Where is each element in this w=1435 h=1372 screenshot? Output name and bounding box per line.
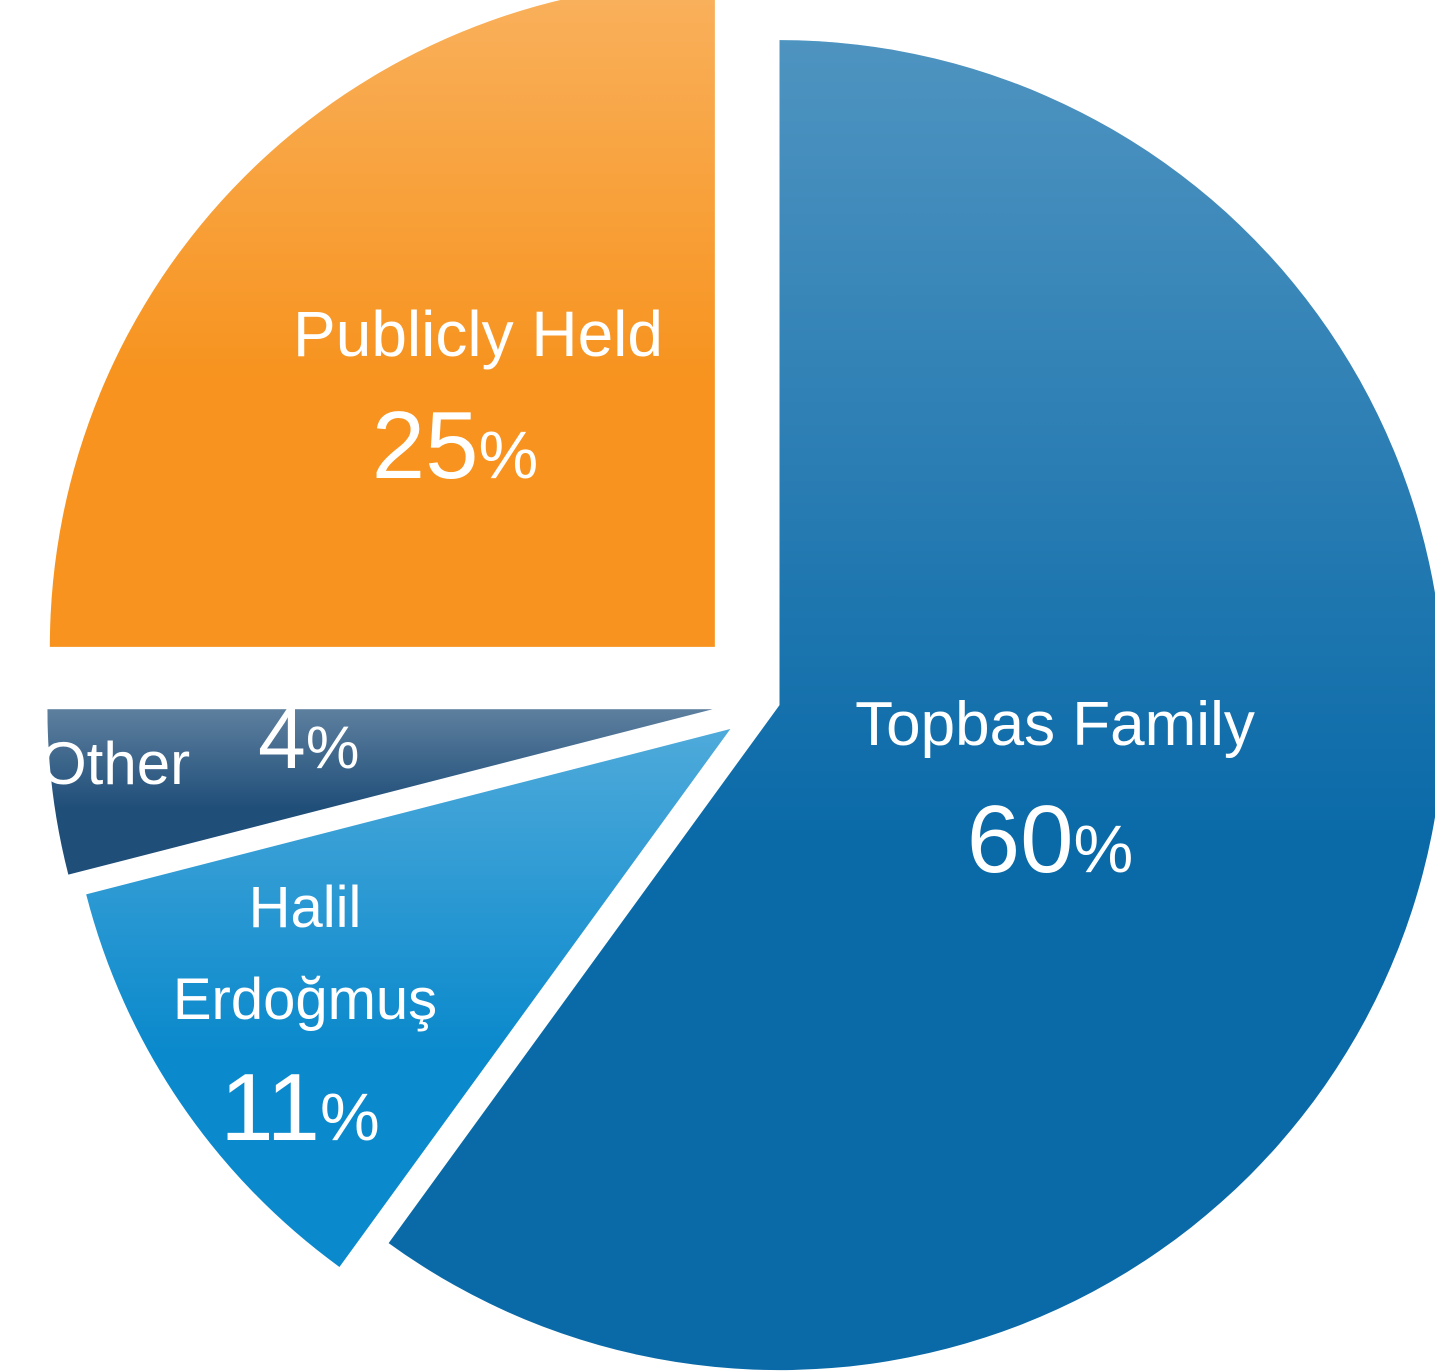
value-number: 25	[371, 392, 479, 499]
slice-label: Halil Erdoğmuş	[172, 875, 438, 1032]
value-unit: %	[478, 418, 539, 493]
value-number: 11	[220, 1054, 320, 1161]
value-number: 60	[966, 786, 1074, 893]
value-number: 4	[258, 691, 306, 787]
value-unit: %	[319, 1080, 380, 1155]
value-unit: %	[1073, 812, 1134, 887]
slice-value-label: 4%	[258, 688, 359, 791]
slice-label: Topbas Family	[855, 690, 1255, 759]
slice-label: Other	[40, 730, 191, 797]
slice-value-label: 11%	[150, 1050, 450, 1165]
slice-value-label: 60%	[750, 782, 1350, 897]
slice-label: Publicly Held	[293, 298, 663, 370]
value-unit: %	[305, 714, 360, 781]
slice-value-label: 25%	[255, 388, 655, 503]
